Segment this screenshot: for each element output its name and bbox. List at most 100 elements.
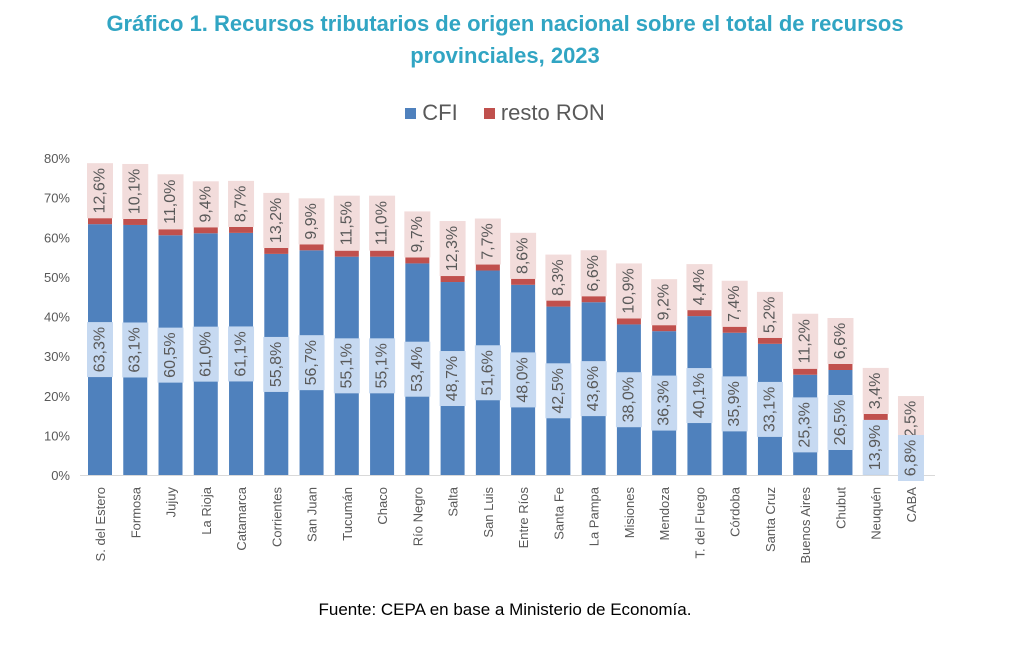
data-label-bg-cfi	[545, 363, 572, 419]
bar-resto-ron	[123, 218, 148, 225]
data-label-bg-cfi	[792, 397, 819, 453]
data-label-bg-resto-ron	[404, 211, 431, 258]
source-note: Fuente: CEPA en base a Ministerio de Eco…	[318, 600, 692, 619]
data-label-bg-cfi	[87, 322, 113, 378]
bar-resto-ron	[88, 218, 112, 225]
data-label-bg-cfi	[721, 376, 748, 432]
x-category-label: Catamarca	[234, 486, 249, 550]
data-label-resto-ron: 9,7%	[409, 216, 426, 252]
data-label-resto-ron: 10,1%	[127, 169, 144, 214]
data-label-bg-resto-ron	[686, 264, 713, 311]
data-label-resto-ron: 11,2%	[797, 319, 814, 363]
data-label-cfi: 61,1%	[233, 331, 250, 376]
data-label-bg-cfi	[333, 338, 360, 394]
x-category-label: Córdoba	[728, 486, 743, 537]
data-label-bg-resto-ron	[756, 291, 783, 338]
x-category-label: Entre Ríos	[516, 487, 531, 549]
data-label-resto-ron: 12,6%	[92, 168, 109, 213]
y-tick-label: 70%	[44, 191, 70, 206]
data-label-bg-cfi	[439, 351, 466, 407]
data-label-resto-ron: 8,3%	[550, 259, 567, 295]
data-label-bg-resto-ron	[369, 195, 396, 251]
x-category-label: Misiones	[622, 487, 637, 539]
legend-item-resto-ron: resto RON	[483, 100, 605, 126]
bar-resto-ron	[687, 310, 712, 317]
x-category-label: Salta	[446, 486, 461, 516]
data-label-bg-resto-ron	[792, 313, 819, 369]
legend-swatch-resto-ron	[483, 108, 495, 119]
data-label-bg-cfi	[510, 352, 537, 408]
data-label-bg-cfi	[580, 361, 607, 417]
data-label-resto-ron: 7,7%	[479, 223, 496, 259]
bar-resto-ron	[546, 300, 571, 307]
data-label-bg-cfi	[298, 335, 325, 391]
chart-title-line-2: provinciales, 2023	[410, 43, 600, 68]
data-label-cfi: 38,0%	[620, 377, 637, 422]
bar-resto-ron	[511, 278, 536, 285]
legend: CFI resto RON	[0, 100, 1010, 126]
bar-resto-ron	[652, 325, 677, 332]
data-label-resto-ron: 4,4%	[691, 269, 708, 305]
data-label-bg-resto-ron	[474, 218, 501, 265]
bar-resto-ron	[475, 264, 500, 271]
data-label-bg-cfi	[192, 326, 219, 382]
data-label-bg-resto-ron	[651, 279, 678, 326]
bar-resto-ron	[440, 276, 465, 283]
data-label-cfi: 63,1%	[127, 327, 144, 372]
data-label-resto-ron: 11,0%	[374, 201, 391, 245]
x-category-label: Formosa	[128, 486, 143, 538]
x-category-label: Buenos Aires	[798, 487, 813, 564]
data-label-bg-cfi	[404, 341, 431, 397]
data-label-resto-ron: 12,3%	[444, 226, 461, 271]
data-label-bg-resto-ron	[87, 163, 113, 219]
data-label-cfi: 51,6%	[479, 350, 496, 395]
data-label-resto-ron: 8,7%	[233, 186, 250, 222]
x-category-label: Neuquén	[869, 487, 884, 540]
data-label-bg-resto-ron	[862, 367, 889, 414]
data-label-cfi: 36,3%	[656, 380, 673, 425]
data-label-resto-ron: 2,5%	[902, 401, 919, 437]
bar-resto-ron	[193, 227, 218, 234]
y-tick-label: 80%	[44, 151, 70, 166]
legend-swatch-cfi	[405, 108, 417, 119]
data-label-bg-resto-ron	[827, 317, 854, 364]
data-label-resto-ron: 6,6%	[832, 323, 849, 359]
data-label-cfi: 48,0%	[515, 357, 532, 402]
data-label-bg-resto-ron	[263, 192, 290, 248]
data-label-cfi: 60,5%	[162, 332, 179, 377]
bar-resto-ron	[158, 229, 183, 236]
x-category-label: Santa Fe	[551, 487, 566, 540]
data-label-cfi: 6,8%	[902, 440, 919, 476]
bar-resto-ron	[581, 296, 606, 303]
y-tick-label: 40%	[44, 310, 70, 325]
y-tick-label: 60%	[44, 230, 70, 245]
data-label-bg-resto-ron	[580, 250, 607, 297]
chart-title-line-1: Gráfico 1. Recursos tributarios de orige…	[106, 11, 904, 36]
data-label-bg-cfi	[263, 336, 290, 392]
legend-item-cfi: CFI	[405, 100, 458, 126]
data-label-cfi: 33,1%	[761, 387, 778, 432]
data-label-resto-ron: 8,6%	[515, 238, 532, 274]
data-label-bg-cfi	[228, 326, 255, 382]
y-tick-label: 50%	[44, 270, 70, 285]
data-label-cfi: 42,5%	[550, 368, 567, 413]
data-label-bg-cfi	[615, 372, 642, 428]
bar-resto-ron	[334, 250, 359, 257]
data-label-cfi: 26,5%	[832, 400, 849, 445]
data-label-resto-ron: 11,5%	[338, 201, 355, 245]
y-tick-label: 0%	[51, 468, 70, 483]
x-category-label: T. del Fuego	[692, 487, 707, 559]
data-label-bg-cfi	[474, 345, 501, 401]
data-label-bg-cfi	[897, 435, 924, 481]
data-label-cfi: 55,1%	[374, 343, 391, 388]
x-category-label: S. del Estero	[93, 487, 108, 561]
data-label-resto-ron: 13,2%	[268, 198, 285, 243]
data-label-bg-resto-ron	[721, 280, 748, 327]
data-label-resto-ron: 6,6%	[585, 255, 602, 291]
x-category-label: La Rioja	[199, 486, 214, 534]
x-category-label: Chaco	[375, 487, 390, 525]
data-label-bg-cfi	[756, 381, 783, 437]
data-label-bg-cfi	[122, 322, 149, 378]
x-category-label: La Pampa	[587, 486, 602, 546]
bar-resto-ron	[793, 368, 818, 375]
